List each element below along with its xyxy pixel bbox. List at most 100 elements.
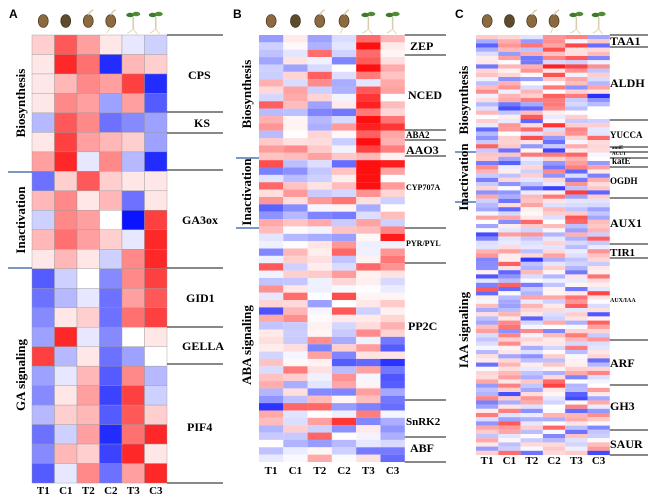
gene-label: AAO3	[406, 143, 439, 157]
heatmap-cell	[520, 429, 543, 435]
heatmap-cell	[54, 288, 78, 308]
heatmap-cell	[565, 89, 588, 94]
heatmap-cell	[565, 56, 588, 61]
heatmap-cell	[31, 93, 55, 114]
heatmap-cell	[498, 396, 521, 401]
heatmap-cell	[259, 35, 284, 43]
heatmap-cell	[520, 278, 543, 283]
heatmap-cell	[476, 182, 499, 187]
heatmap-cell	[476, 135, 499, 141]
germinating-seed-icon	[60, 14, 72, 28]
heatmap-cell	[144, 463, 168, 484]
category-label: Biosynthesis	[13, 69, 28, 138]
heatmap-cell	[380, 160, 405, 168]
heatmap-cell	[542, 425, 566, 430]
heatmap-cell	[565, 400, 588, 405]
heatmap-cell	[476, 450, 499, 456]
heatmap-cell	[356, 189, 381, 198]
heatmap-cell	[259, 174, 284, 183]
heatmap-cell	[331, 101, 357, 109]
heatmap-cell	[498, 358, 521, 363]
heatmap-cell	[283, 64, 308, 72]
heatmap-cell	[520, 366, 543, 372]
heatmap-cell	[259, 300, 284, 308]
heatmap-cell	[542, 165, 566, 170]
gene-label: GID1	[186, 291, 215, 305]
heatmap-cell	[331, 277, 357, 286]
heatmap-cell	[565, 39, 588, 44]
heatmap-cell	[476, 127, 499, 132]
heatmap-cell	[542, 408, 566, 414]
heatmap-cell	[356, 417, 381, 426]
heatmap-cell	[121, 288, 145, 308]
heatmap-cell	[587, 148, 610, 153]
heatmap-cell	[476, 123, 499, 128]
germinating-seed-icon	[290, 14, 301, 28]
heatmap-cell	[356, 233, 381, 242]
heatmap-cell	[587, 329, 610, 334]
heatmap-cell	[476, 324, 499, 330]
heatmap-cell	[283, 130, 308, 139]
heatmap-cell	[307, 366, 332, 374]
heatmap-cell	[356, 373, 381, 382]
heatmap-cell	[259, 388, 284, 396]
heatmap-cell	[356, 108, 381, 117]
heatmap-cell	[380, 115, 405, 124]
heatmap-cell	[76, 326, 100, 347]
heatmap-cell	[565, 119, 588, 124]
heatmap-cell	[121, 73, 145, 94]
heatmap-cell	[380, 145, 405, 153]
heatmap-cell	[587, 98, 610, 103]
heatmap-cell	[520, 47, 543, 52]
heatmap-cell	[520, 383, 543, 388]
heatmap-cell	[542, 278, 566, 283]
heatmap-cell	[259, 101, 284, 109]
heatmap-cell	[498, 56, 521, 61]
heatmap-cell	[380, 226, 405, 234]
heatmap-cell	[587, 308, 610, 313]
heatmap-cell	[356, 64, 381, 72]
heatmap-cell	[520, 446, 543, 451]
heatmap-cell	[498, 266, 521, 271]
heatmap-cell	[380, 373, 405, 382]
gene-label: CYP707A	[406, 183, 440, 192]
heatmap-cell	[476, 165, 499, 170]
heatmap-cell	[520, 148, 543, 153]
heatmap-cell	[380, 381, 405, 389]
heatmap-cell	[144, 443, 168, 464]
column-label: T1	[37, 485, 50, 497]
heatmap-cell	[520, 303, 543, 309]
heatmap-cell	[54, 326, 78, 347]
heatmap-cell	[587, 396, 610, 401]
heatmap-cell	[331, 454, 357, 463]
heatmap-cell	[498, 110, 521, 115]
heatmap-cell	[542, 434, 566, 439]
heatmap-cell	[283, 358, 308, 367]
heatmap-cell	[331, 226, 357, 234]
heatmap-cell	[498, 68, 521, 73]
heatmap-cell	[380, 388, 405, 396]
heatmap-cell	[356, 447, 381, 455]
heatmap-cell	[380, 57, 405, 65]
heatmap-cell	[476, 152, 499, 157]
heatmap-cell	[283, 381, 308, 389]
heatmap-cell	[356, 381, 381, 389]
heatmap-cell	[565, 358, 588, 363]
heatmap-cell	[380, 211, 405, 220]
heatmap-cell	[331, 71, 357, 80]
heatmap-cell	[542, 316, 566, 321]
heatmap-cell	[476, 333, 499, 338]
heatmap-cell	[259, 42, 284, 50]
heatmap-cell	[476, 39, 499, 44]
heatmap-cell	[476, 379, 499, 384]
heatmap-cell	[520, 93, 543, 99]
heatmap-cell	[283, 49, 308, 58]
heatmap-cell	[283, 270, 308, 278]
heatmap-cell	[476, 77, 499, 82]
heatmap-cell	[587, 324, 610, 330]
heatmap-cell	[542, 203, 566, 208]
heatmap-cell	[331, 189, 357, 198]
heatmap-cell	[307, 35, 332, 43]
heatmap-cell	[307, 152, 332, 161]
heatmap-cell	[520, 253, 543, 258]
